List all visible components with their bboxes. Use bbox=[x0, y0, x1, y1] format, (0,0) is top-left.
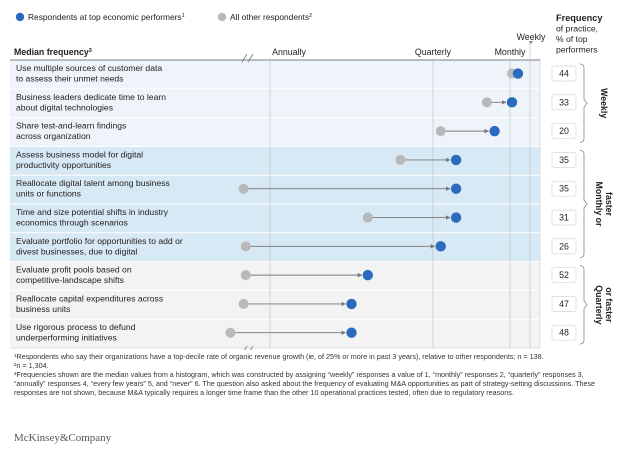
row-label: Business leaders dedicate time to learn bbox=[16, 92, 166, 102]
row-label: across organization bbox=[16, 131, 91, 141]
group-bracket-0 bbox=[579, 63, 588, 143]
pct-header-line-0: Frequency bbox=[556, 13, 603, 23]
row-label: underperforming initiatives bbox=[16, 333, 117, 343]
pct-box bbox=[551, 238, 577, 255]
pct-value: 35 bbox=[559, 184, 569, 194]
pct-value: 44 bbox=[559, 69, 569, 79]
footnote-2: ²n = 1,304. bbox=[14, 361, 49, 370]
pct-value: 31 bbox=[559, 213, 569, 223]
point-top-performer bbox=[450, 183, 462, 194]
tick-label-weekly: Weekly bbox=[517, 32, 546, 42]
point-top-performer bbox=[450, 212, 462, 223]
legend-top-sup: 1 bbox=[182, 13, 185, 19]
group-bracket-1 bbox=[579, 150, 588, 258]
column-header: Median frequency3 bbox=[14, 47, 92, 57]
pct-box bbox=[551, 94, 577, 111]
point-all-other bbox=[240, 241, 251, 252]
tick-label-annually: Annually bbox=[272, 47, 306, 57]
pct-box bbox=[551, 65, 577, 82]
row-label: divest businesses, due to digital bbox=[16, 246, 137, 256]
row-label: to assess their unmet needs bbox=[16, 74, 123, 84]
legend-other-sup: 2 bbox=[309, 13, 312, 19]
footnotes: ¹Respondents who say their organizations… bbox=[14, 352, 614, 397]
pct-value: 35 bbox=[559, 155, 569, 165]
column-header-sup: 3 bbox=[89, 48, 92, 54]
pct-header-line-2: % of top bbox=[556, 34, 588, 44]
group-label-1: faster bbox=[604, 192, 614, 217]
row-label: Evaluate profit pools based on bbox=[16, 265, 132, 275]
pct-box bbox=[551, 267, 577, 283]
legend-top-label: Respondents at top economic performers1 bbox=[28, 12, 185, 22]
point-top-performer bbox=[506, 97, 518, 108]
point-top-performer bbox=[346, 327, 357, 338]
axis-break-1 bbox=[244, 345, 254, 350]
group-band-0 bbox=[10, 60, 540, 147]
tick-label-monthly: Monthly bbox=[495, 47, 526, 57]
point-top-performer bbox=[435, 241, 446, 252]
pct-value: 33 bbox=[559, 97, 569, 107]
group-bracket-2 bbox=[579, 265, 588, 345]
point-top-performer bbox=[346, 298, 357, 310]
row-label: competitive-landscape shifts bbox=[16, 275, 124, 285]
point-all-other bbox=[481, 97, 492, 108]
point-all-other bbox=[238, 183, 249, 194]
pct-box bbox=[551, 123, 577, 139]
point-top-performer bbox=[450, 154, 462, 166]
point-all-other bbox=[225, 327, 236, 338]
point-all-other bbox=[238, 298, 249, 309]
row-label: units or functions bbox=[16, 189, 81, 199]
pct-box bbox=[551, 152, 577, 168]
group-label-2: Quarterly bbox=[594, 285, 604, 324]
row-label: economics through scenarios bbox=[16, 218, 128, 228]
legend-top-marker bbox=[15, 12, 25, 22]
row-label: Evaluate portfolio for opportunities to … bbox=[16, 236, 183, 246]
point-all-other bbox=[362, 212, 373, 223]
pct-box bbox=[551, 180, 577, 197]
tick-label-quarterly: Quarterly bbox=[415, 47, 452, 57]
row-label: business units bbox=[16, 304, 70, 314]
row-label: productivity opportunities bbox=[16, 160, 111, 170]
pct-header-line-1: of practice, bbox=[556, 24, 598, 34]
row-label: Assess business model for digital bbox=[16, 149, 143, 159]
point-all-other bbox=[240, 270, 251, 281]
axis-break-0 bbox=[241, 53, 254, 63]
pct-box bbox=[551, 324, 577, 341]
row-label: Share test-and-learn findings bbox=[16, 121, 126, 131]
pct-header-line-3: performers bbox=[556, 45, 598, 55]
point-all-other bbox=[395, 154, 406, 165]
pct-value: 48 bbox=[559, 328, 569, 338]
group-label-2: or faster bbox=[604, 287, 614, 323]
row-label: Reallocate capital expenditures across bbox=[16, 293, 163, 303]
row-label: Time and size potential shifts in indust… bbox=[16, 207, 169, 217]
row-label: about digital technologies bbox=[16, 102, 113, 112]
pct-value: 47 bbox=[559, 299, 569, 309]
pct-value: 26 bbox=[559, 241, 569, 251]
group-band-2 bbox=[10, 261, 540, 348]
point-top-performer bbox=[512, 68, 524, 79]
legend-other-marker bbox=[217, 12, 227, 22]
footnote-1: ¹Respondents who say their organizations… bbox=[14, 352, 544, 361]
row-label: Use multiple sources of customer data bbox=[16, 63, 162, 73]
pct-box bbox=[551, 209, 577, 226]
point-top-performer bbox=[362, 269, 373, 281]
pct-value: 52 bbox=[559, 270, 569, 280]
brand-logo-text: McKinsey&Company bbox=[14, 432, 112, 444]
legend-other-label: All other respondents2 bbox=[230, 12, 312, 22]
row-label: Reallocate digital talent among business bbox=[16, 178, 170, 188]
group-label-0: Weekly bbox=[599, 88, 609, 118]
row-label: Use rigorous process to defund bbox=[16, 322, 136, 332]
group-label-1: Monthly or bbox=[594, 182, 604, 228]
pct-value: 20 bbox=[559, 126, 569, 136]
footnote-3: ³Frequencies shown are the median values… bbox=[14, 370, 596, 397]
pct-box bbox=[551, 296, 577, 312]
point-all-other bbox=[435, 126, 446, 137]
point-top-performer bbox=[489, 125, 500, 137]
weekly-marker-icon bbox=[529, 41, 533, 44]
